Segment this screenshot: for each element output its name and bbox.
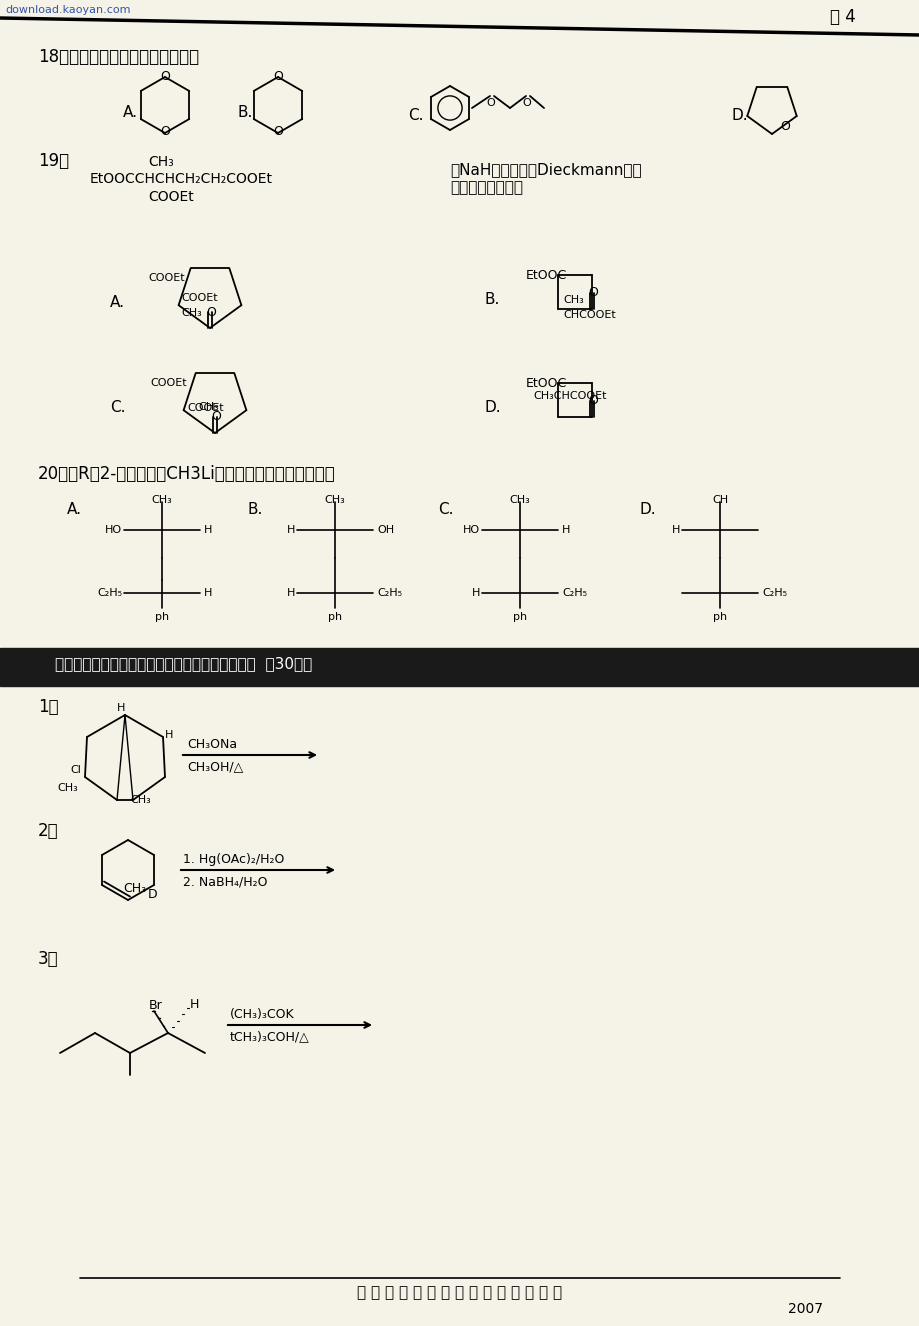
Text: O: O [521,98,530,107]
Text: O: O [160,125,170,138]
Text: H: H [471,587,480,598]
Text: B.: B. [484,292,500,308]
Text: D.: D. [732,107,748,123]
Text: 2. NaBH₄/H₂O: 2. NaBH₄/H₂O [183,875,267,888]
Text: O: O [587,394,597,407]
Text: CH₃: CH₃ [181,308,202,318]
Text: 20、（R）2-苯基丁醛与CH3Li反应后水解得到的主产物是: 20、（R）2-苯基丁醛与CH3Li反应后水解得到的主产物是 [38,465,335,483]
Text: COOEt: COOEt [148,190,194,204]
Text: H: H [204,525,212,534]
Text: H: H [190,998,199,1010]
Text: OH: OH [377,525,393,534]
Text: H: H [287,525,295,534]
Text: 2、: 2、 [38,822,59,839]
Text: 在NaH作用下发生Dieckmann缩合: 在NaH作用下发生Dieckmann缩合 [449,162,641,176]
Text: CH₃: CH₃ [509,495,529,505]
Text: CH₃OH/△: CH₃OH/△ [187,760,243,773]
Text: D: D [148,888,157,900]
Text: CH: CH [711,495,727,505]
Text: COOEt: COOEt [187,403,224,414]
Text: C₂H₅: C₂H₅ [761,587,786,598]
Text: CH₃: CH₃ [324,495,345,505]
Text: CH₃CHCOOEt: CH₃CHCOOEt [532,391,606,400]
Text: H: H [204,587,212,598]
Text: 第 4: 第 4 [829,8,855,27]
Text: B.: B. [238,105,253,119]
Text: CH₃ONa: CH₃ONa [187,739,237,751]
Text: C.: C. [110,400,125,415]
Text: CH₃: CH₃ [152,495,172,505]
Text: CH₃: CH₃ [199,402,219,412]
Text: CH₃: CH₃ [130,796,151,805]
Text: A.: A. [110,294,125,310]
Text: B.: B. [248,503,263,517]
Text: EtOOCCHCHCH₂CH₂COOEt: EtOOCCHCHCH₂CH₂COOEt [90,172,273,186]
Text: CH₃: CH₃ [57,782,78,793]
Text: HO: HO [105,525,122,534]
Text: Cl: Cl [70,765,81,774]
Text: D.: D. [640,503,656,517]
Text: H: H [287,587,295,598]
Text: CH₃: CH₃ [123,882,146,895]
Text: HO: HO [462,525,480,534]
Text: 答出下列反应的主要产物或试剂，并说明化学问题  （30分）: 答出下列反应的主要产物或试剂，并说明化学问题 （30分） [55,656,312,671]
Text: COOEt: COOEt [149,273,185,284]
Text: 1、: 1、 [38,697,59,716]
Text: ph: ph [513,613,527,622]
Text: D.: D. [484,400,501,415]
Text: O: O [273,70,282,84]
Text: COOEt: COOEt [151,378,187,389]
Text: C.: C. [437,503,453,517]
Text: 2007: 2007 [788,1302,823,1315]
Text: H: H [562,525,570,534]
Bar [0,648,919,686]
Text: ph: ph [712,613,726,622]
Text: EtOOC: EtOOC [526,377,567,390]
Text: O: O [206,306,216,320]
Text: O: O [210,410,221,423]
Text: O: O [485,98,494,107]
Text: EtOOC: EtOOC [526,269,567,282]
Text: 18、下列化合物能被稀酸水解的是: 18、下列化合物能被稀酸水解的是 [38,48,199,66]
Text: CHCOOEt: CHCOOEt [562,310,615,320]
Text: tCH₃)₃COH/△: tCH₃)₃COH/△ [230,1030,310,1044]
Text: H: H [117,703,125,713]
Text: H: H [165,731,173,740]
Text: ph: ph [327,613,342,622]
Text: ph: ph [154,613,169,622]
Text: A.: A. [67,503,82,517]
Text: C₂H₅: C₂H₅ [377,587,402,598]
Text: O: O [587,286,597,298]
Text: O: O [160,70,170,84]
Text: CH₃: CH₃ [562,294,584,305]
Text: download.kaoyan.com: download.kaoyan.com [5,5,130,15]
Text: 反应的主产物是：: 反应的主产物是： [449,180,522,195]
Text: O: O [273,125,282,138]
Text: 吉 林 大 学 研 究 生 入 学 考 试 命 题 用 纸: 吉 林 大 学 研 究 生 入 学 考 试 命 题 用 纸 [357,1285,562,1299]
Text: C₂H₅: C₂H₅ [562,587,586,598]
Text: (CH₃)₃COK: (CH₃)₃COK [230,1008,294,1021]
Text: A.: A. [123,105,138,119]
Text: C₂H₅: C₂H₅ [96,587,122,598]
Text: CH₃: CH₃ [148,155,174,168]
Text: COOEt: COOEt [181,293,218,304]
Text: 3、: 3、 [38,949,59,968]
Text: C.: C. [407,107,423,123]
Text: O: O [779,119,789,133]
Text: 19、: 19、 [38,152,69,170]
Text: 1. Hg(OAc)₂/H₂O: 1. Hg(OAc)₂/H₂O [183,853,284,866]
Text: Br: Br [149,998,163,1012]
Text: H: H [671,525,679,534]
